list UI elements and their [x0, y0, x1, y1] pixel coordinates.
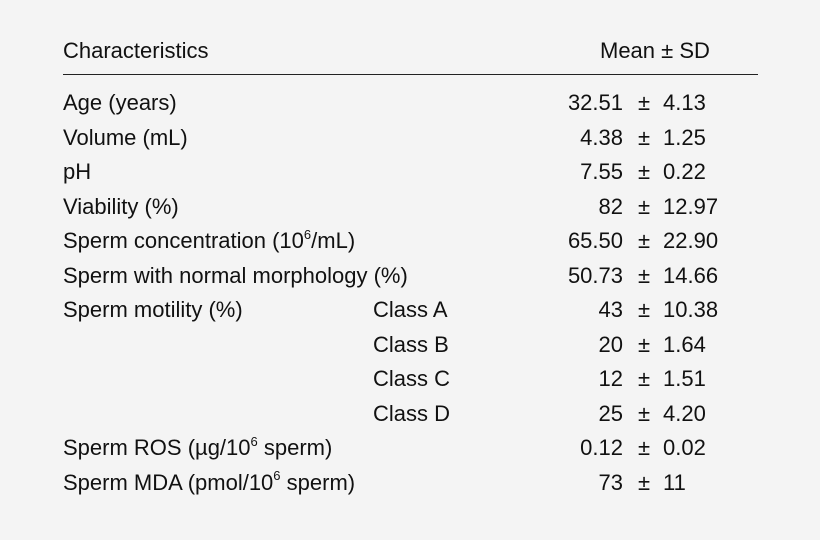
table-row: Class D 25 ± 4.20	[63, 399, 758, 433]
table-row: Class C 12 ± 1.51	[63, 364, 758, 398]
row-label: Sperm ROS (µg/106 sperm)	[63, 433, 333, 460]
plus-minus: ±	[637, 90, 651, 115]
plus-minus: ±	[637, 366, 651, 391]
row-sd: 1.64	[663, 331, 706, 357]
header-mean-sd: Mean ± SD	[600, 38, 710, 63]
row-sd: 11	[663, 469, 686, 495]
row-label: Volume (mL)	[63, 124, 188, 150]
plus-minus: ±	[637, 228, 651, 253]
table-header: Characteristics Mean ± SD	[63, 36, 758, 66]
header-rule	[63, 74, 758, 75]
plus-minus: ±	[637, 124, 651, 150]
row-mean: 50.73	[567, 262, 623, 288]
row-sd: 12.97	[663, 193, 719, 219]
table-row: Sperm with normal morphology (%) 50.73 ±…	[63, 261, 758, 295]
row-sd: 10.38	[663, 297, 719, 322]
row-mean: 25	[598, 400, 623, 426]
row-mean: 7.55	[580, 159, 623, 184]
table-row: Age (years) 32.51 ± 4.13	[63, 88, 758, 122]
row-mean: 43	[598, 297, 623, 322]
row-label: Sperm concentration (106/mL)	[63, 226, 356, 253]
row-sd: 4.13	[663, 90, 706, 115]
row-mean: 82	[598, 193, 623, 219]
plus-minus: ±	[637, 469, 651, 495]
plus-minus: ±	[637, 262, 651, 288]
row-label: Age (years)	[63, 90, 177, 115]
row-class: Class C	[373, 366, 451, 391]
table-row: pH 7.55 ± 0.22	[63, 157, 758, 191]
row-class: Class B	[373, 331, 449, 357]
row-sd: 0.02	[663, 435, 706, 460]
row-sd: 22.90	[663, 228, 719, 253]
row-mean: 65.50	[567, 228, 623, 253]
row-sd: 1.51	[663, 366, 706, 391]
table-row: Sperm concentration (106/mL) 65.50 ± 22.…	[63, 226, 758, 260]
row-mean: 20	[598, 331, 623, 357]
row-sd: 1.25	[663, 124, 706, 150]
superscript: 6	[303, 226, 312, 242]
row-sd: 14.66	[663, 262, 719, 288]
table-row: Volume (mL) 4.38 ± 1.25	[63, 123, 758, 157]
table-row: Sperm motility (%) Class A 43 ± 10.38	[63, 295, 758, 329]
row-mean: 32.51	[567, 90, 623, 115]
row-label: Viability (%)	[63, 193, 179, 219]
table-row: Sperm ROS (µg/106 sperm) 0.12 ± 0.02	[63, 433, 758, 467]
plus-minus: ±	[637, 400, 651, 426]
row-mean: 4.38	[580, 124, 623, 150]
plus-minus: ±	[637, 297, 651, 322]
row-mean: 0.12	[580, 435, 623, 460]
plus-minus: ±	[637, 193, 651, 219]
row-sd: 0.22	[663, 159, 706, 184]
table-row: Class B 20 ± 1.64	[63, 330, 758, 364]
row-sd: 4.20	[663, 400, 706, 426]
row-label: Sperm MDA (pmol/106 sperm)	[63, 468, 356, 495]
plus-minus: ±	[637, 435, 651, 460]
plus-minus: ±	[637, 331, 651, 357]
row-label: pH	[63, 159, 92, 184]
superscript: 6	[273, 468, 281, 484]
row-mean: 12	[598, 366, 623, 391]
row-mean: 73	[598, 469, 623, 495]
plus-minus: ±	[637, 159, 651, 184]
header-characteristics: Characteristics	[63, 38, 209, 63]
row-label: Sperm motility (%)	[63, 297, 243, 322]
table-row: Sperm MDA (pmol/106 sperm) 73 ± 11	[63, 468, 758, 502]
row-class: Class D	[373, 400, 451, 426]
row-class: Class A	[373, 297, 448, 322]
table-row: Viability (%) 82 ± 12.97	[63, 192, 758, 226]
superscript: 6	[250, 433, 258, 449]
row-label: Sperm with normal morphology (%)	[63, 262, 408, 288]
